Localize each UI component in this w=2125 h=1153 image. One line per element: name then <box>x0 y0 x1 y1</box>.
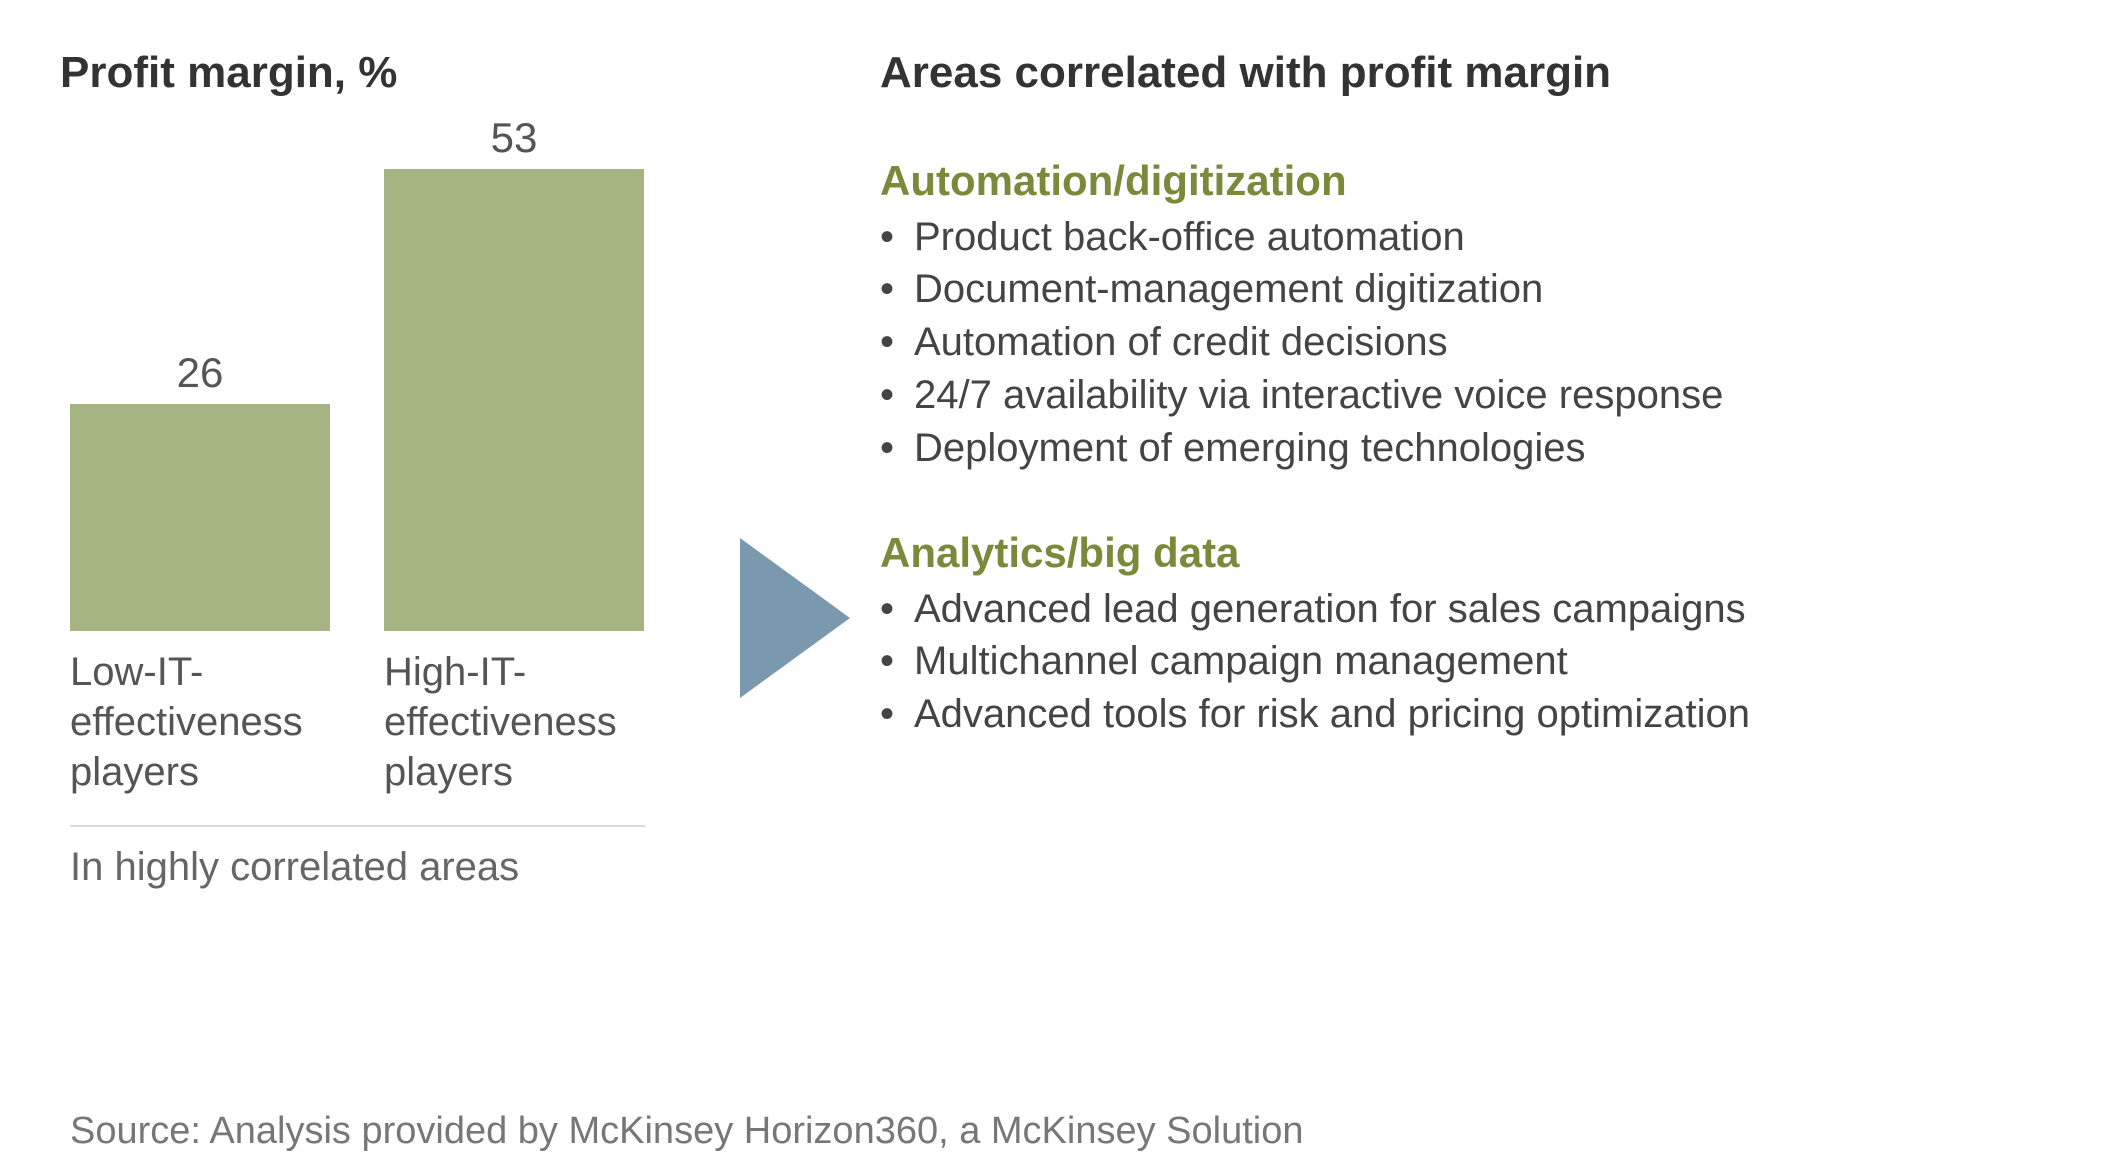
list-item: Automation of credit decisions <box>880 316 2065 369</box>
list-item: Product back-office automation <box>880 211 2065 264</box>
areas-panel: Areas correlated with profit margin Auto… <box>880 48 2065 1068</box>
bar <box>70 404 330 631</box>
chart-footnote: In highly correlated areas <box>70 845 710 890</box>
list-item: Deployment of emerging technologies <box>880 422 2065 475</box>
source-line: Source: Analysis provided by McKinsey Ho… <box>70 1110 2065 1153</box>
bar-group: 53 <box>384 117 644 631</box>
bar-x-label: High-IT- effectiveness players <box>384 647 644 797</box>
figure-root: Profit margin, % 26 53 Low-IT- effectiven… <box>0 0 2125 1153</box>
section-title: Analytics/big data <box>880 529 2065 577</box>
bar-group: 26 <box>70 352 330 631</box>
chart-divider <box>70 825 645 827</box>
bar-value-label: 26 <box>177 352 224 394</box>
chart-x-labels: Low-IT- effectiveness players High-IT- ef… <box>60 647 710 797</box>
arrow-right-icon <box>740 538 850 698</box>
list-item: Advanced tools for risk and pricing opti… <box>880 688 2065 741</box>
list-item: Advanced lead generation for sales campa… <box>880 583 2065 636</box>
bar-x-label: Low-IT- effectiveness players <box>70 647 330 797</box>
section-list: Advanced lead generation for sales campa… <box>880 583 2065 741</box>
areas-heading: Areas correlated with profit margin <box>880 48 2065 99</box>
arrow-container <box>710 48 880 1068</box>
chart-plot-area: 26 53 <box>60 111 710 631</box>
section-title: Automation/digitization <box>880 157 2065 205</box>
bar <box>384 169 644 631</box>
list-item: Document-management digitization <box>880 263 2065 316</box>
chart-panel: Profit margin, % 26 53 Low-IT- effectiven… <box>60 48 710 1068</box>
section-list: Product back-office automationDocument-m… <box>880 211 2065 475</box>
list-item: Multichannel campaign management <box>880 635 2065 688</box>
bar-value-label: 53 <box>491 117 538 159</box>
content-row: Profit margin, % 26 53 Low-IT- effectiven… <box>60 48 2065 1068</box>
chart-title: Profit margin, % <box>60 48 710 99</box>
list-item: 24/7 availability via interactive voice … <box>880 369 2065 422</box>
areas-sections: Automation/digitization Product back-offi… <box>880 103 2065 741</box>
